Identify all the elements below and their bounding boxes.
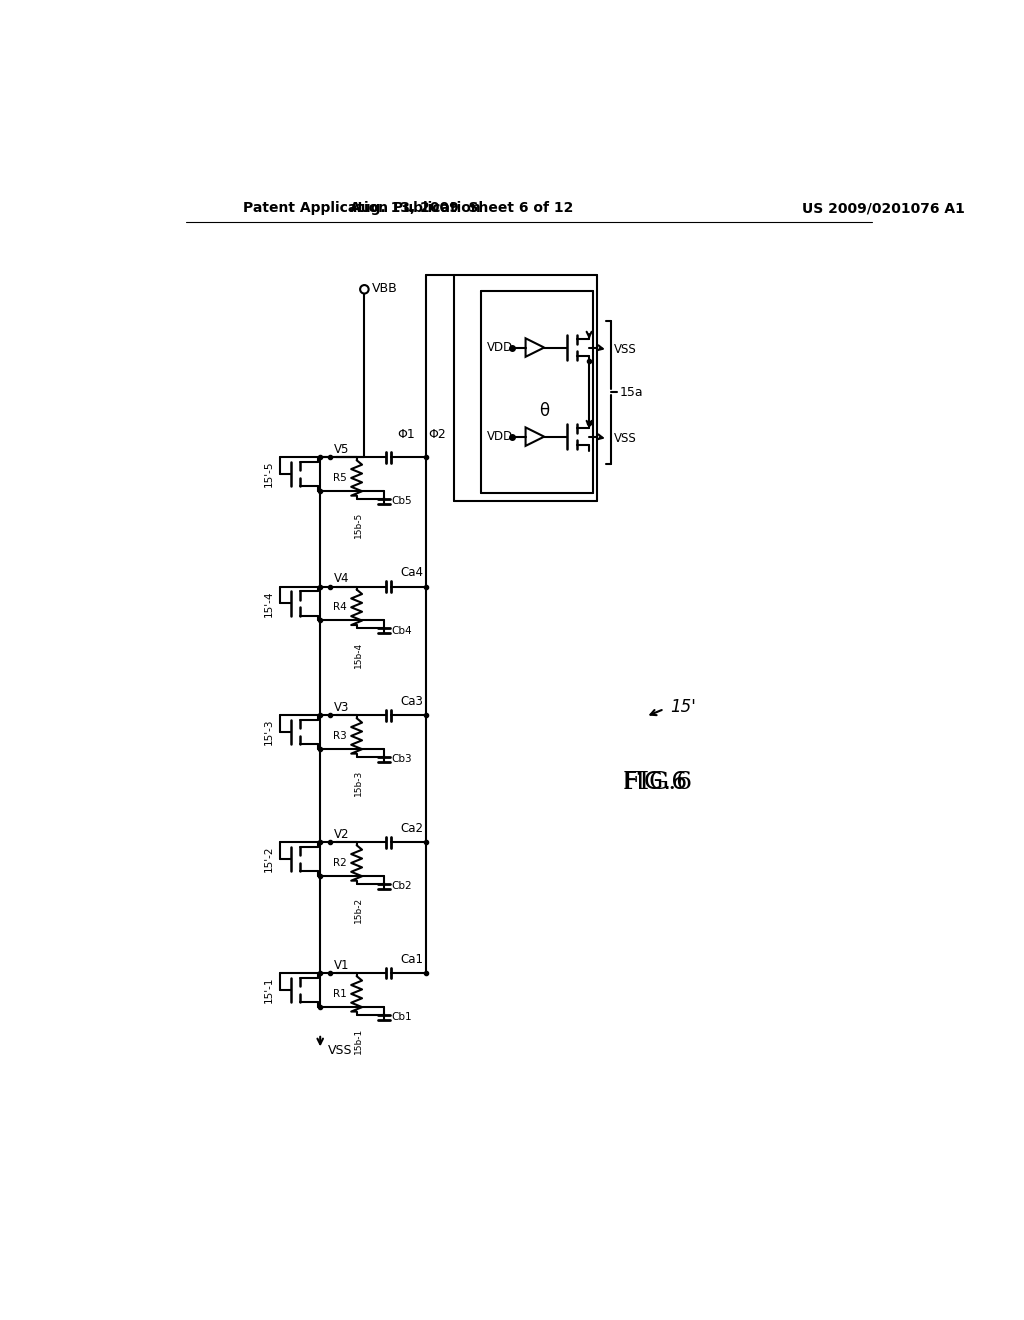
Text: V5: V5 (334, 444, 349, 455)
Text: FIG.6: FIG.6 (623, 771, 692, 793)
Text: Ca2: Ca2 (400, 822, 423, 834)
Text: V1: V1 (334, 958, 349, 972)
Text: 15b-4: 15b-4 (354, 642, 364, 668)
Text: Ca1: Ca1 (400, 953, 423, 966)
Text: 15b-5: 15b-5 (354, 512, 364, 539)
Text: V2: V2 (334, 828, 349, 841)
Text: V4: V4 (334, 573, 349, 585)
Text: 15a: 15a (621, 385, 644, 399)
Text: VSS: VSS (614, 343, 637, 355)
Text: 15'-4: 15'-4 (264, 590, 274, 616)
Text: Cb5: Cb5 (391, 496, 412, 507)
Text: VBB: VBB (372, 282, 398, 296)
Text: 15'-5: 15'-5 (264, 461, 274, 487)
Text: Ca3: Ca3 (400, 694, 423, 708)
Text: Cb2: Cb2 (391, 882, 412, 891)
Text: 15': 15' (671, 698, 696, 715)
Text: R4: R4 (333, 602, 346, 612)
Text: R2: R2 (333, 858, 346, 869)
Text: R3: R3 (333, 731, 346, 741)
Text: Cb4: Cb4 (391, 626, 412, 636)
Text: US 2009/0201076 A1: US 2009/0201076 A1 (802, 202, 966, 215)
Text: VDD: VDD (486, 430, 513, 444)
Text: 15'-3: 15'-3 (264, 719, 274, 746)
Text: VSS: VSS (328, 1044, 352, 1057)
Text: 15b-1: 15b-1 (354, 1028, 364, 1055)
Text: 15'-1: 15'-1 (264, 977, 274, 1003)
Text: 15b-2: 15b-2 (354, 898, 364, 924)
Text: FIG.6: FIG.6 (623, 770, 688, 795)
Text: Φ2: Φ2 (428, 428, 445, 441)
Text: V3: V3 (334, 701, 349, 714)
Text: R5: R5 (333, 473, 346, 483)
Text: 15'-2: 15'-2 (264, 846, 274, 873)
Text: Patent Application Publication: Patent Application Publication (243, 202, 480, 215)
Text: R1: R1 (333, 989, 346, 999)
Text: Cb3: Cb3 (391, 755, 412, 764)
Text: 15b-3: 15b-3 (354, 770, 364, 796)
Text: Φ1: Φ1 (397, 428, 415, 441)
Text: VDD: VDD (486, 341, 513, 354)
Text: Aug. 13, 2009  Sheet 6 of 12: Aug. 13, 2009 Sheet 6 of 12 (349, 202, 573, 215)
Text: θ: θ (540, 403, 550, 420)
Text: Cb1: Cb1 (391, 1012, 412, 1022)
Text: VSS: VSS (614, 432, 637, 445)
Text: Ca4: Ca4 (400, 566, 423, 579)
